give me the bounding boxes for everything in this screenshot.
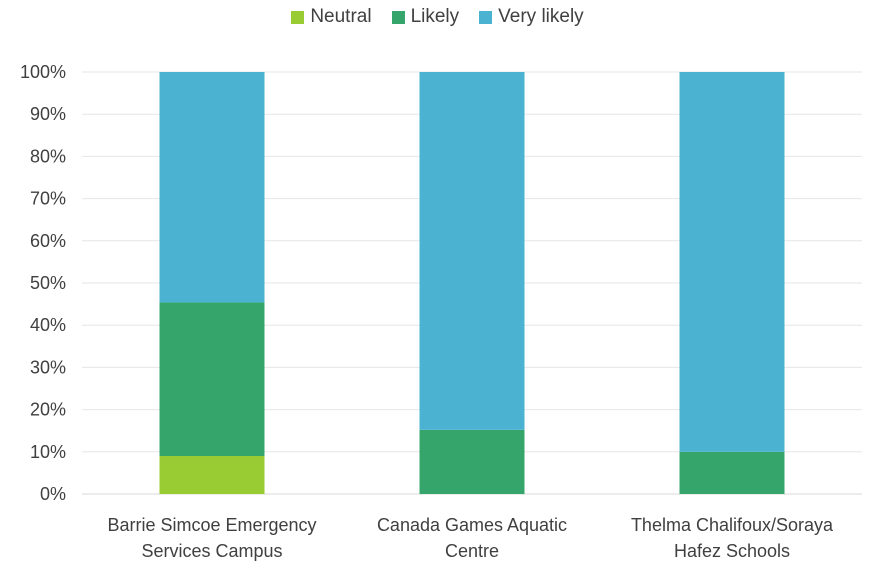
y-tick-label: 40% [30,315,66,335]
y-tick-label: 30% [30,357,66,377]
y-tick-label: 20% [30,400,66,420]
legend-label: Neutral [310,6,372,27]
legend: Neutral Likely Very likely [0,6,875,28]
bar-very-likely [679,72,785,452]
y-tick-label: 10% [30,442,66,462]
x-category-label: Barrie Simcoe Emergency Services Campus [107,515,316,561]
legend-item: Neutral [291,6,372,28]
y-tick-label: 90% [30,104,66,124]
bar-likely [419,429,525,494]
y-tick-label: 100% [20,62,66,82]
x-category-label: Thelma Chalifoux/Soraya Hafez Schools [631,515,834,561]
bar-likely [159,302,265,457]
legend-swatch [291,10,305,24]
bar-very-likely [159,72,265,303]
legend-item: Likely [391,6,460,28]
y-tick-label: 0% [40,484,66,504]
bar-likely [679,451,785,494]
y-tick-label: 80% [30,146,66,166]
y-tick-label: 50% [30,273,66,293]
bar-very-likely [419,72,525,430]
bar-neutral [159,456,265,494]
legend-label: Likely [410,6,460,27]
legend-swatch [391,10,405,24]
legend-label: Very likely [498,6,584,27]
y-tick-label: 70% [30,189,66,209]
legend-item: Very likely [479,6,584,28]
legend-swatch [479,10,493,24]
x-category-label: Canada Games Aquatic Centre [377,515,567,561]
y-tick-label: 60% [30,231,66,251]
